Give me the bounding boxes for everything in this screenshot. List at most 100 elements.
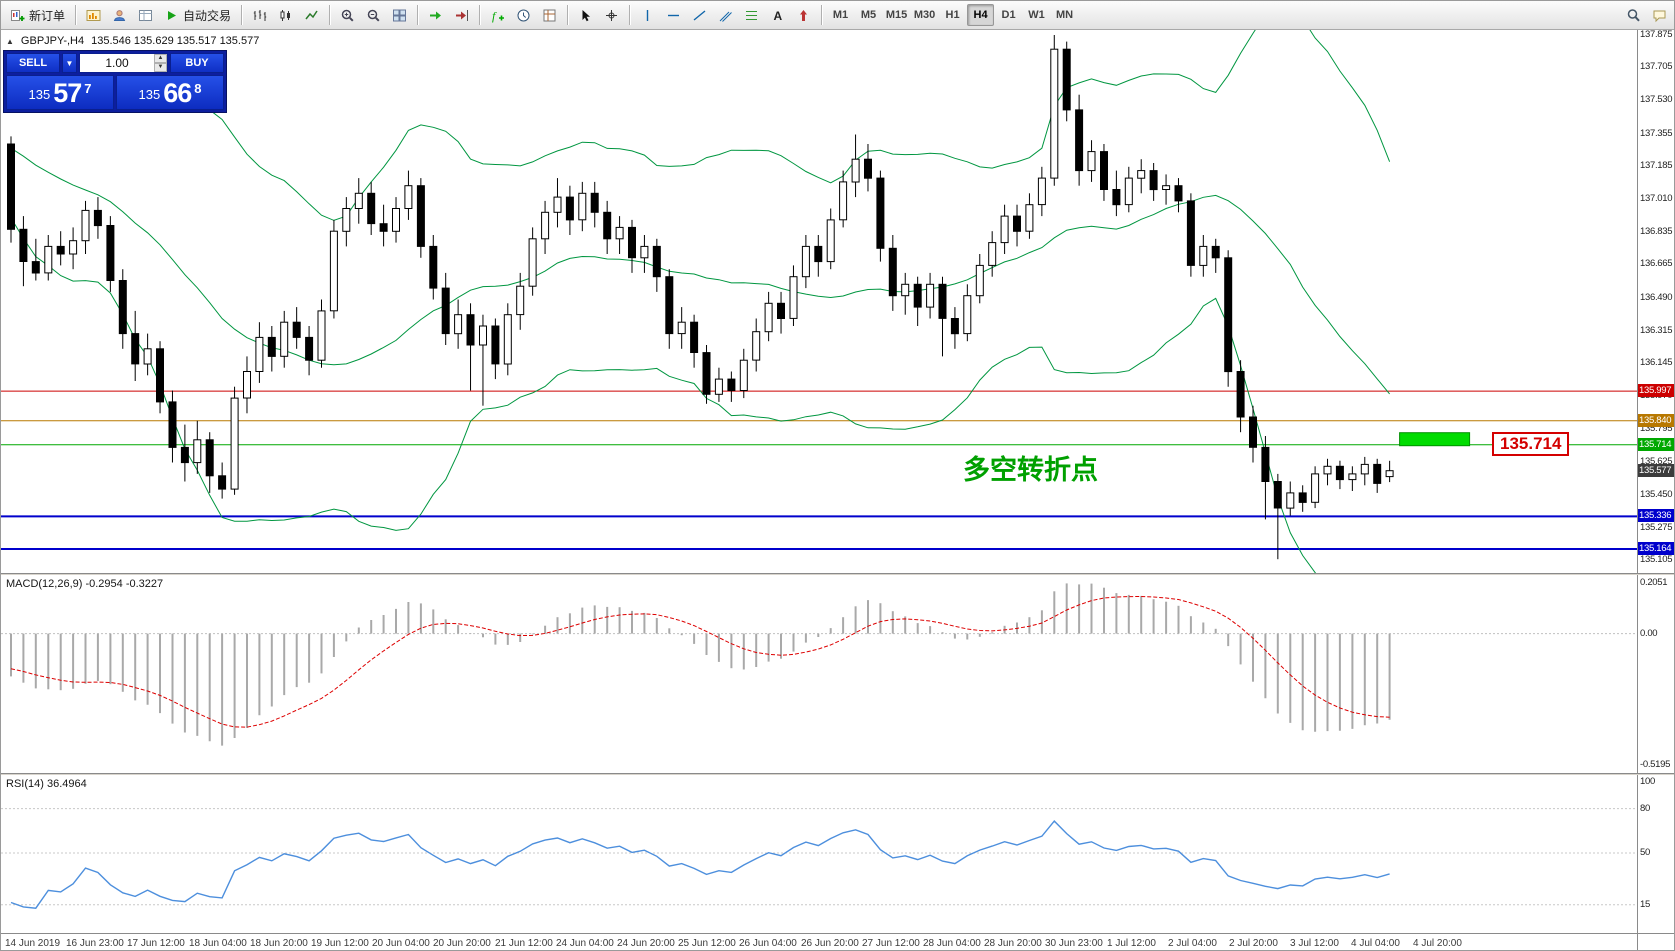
timeframe-h4-button[interactable]: H4: [967, 4, 995, 26]
period-icon: [517, 9, 530, 21]
buy-button[interactable]: BUY: [170, 53, 224, 73]
sell-button[interactable]: SELL: [6, 53, 60, 73]
axis-corner: [1637, 933, 1674, 950]
rsi-tick-label: 15: [1640, 899, 1650, 910]
channel-button[interactable]: [713, 3, 738, 27]
arrows-icon: [800, 9, 808, 21]
price-axis[interactable]: 137.875 137.705 137.530 137.355 137.185 137.0…: [1637, 29, 1674, 573]
new-order-button[interactable]: 新订单: [5, 3, 70, 27]
macd-panel[interactable]: MACD(12,26,9) -0.2954 -0.3227: [1, 575, 1637, 773]
fibonacci-button[interactable]: [739, 3, 764, 27]
time-tick-label: 4 Jul 04:00: [1351, 938, 1400, 949]
text-button[interactable]: A: [765, 3, 790, 27]
time-tick-label: 4 Jul 20:00: [1413, 938, 1462, 949]
timeframe-m5-button[interactable]: M5: [855, 4, 882, 26]
timeframe-m1-button[interactable]: M1: [827, 4, 854, 26]
timeframe-d1-button[interactable]: D1: [995, 4, 1022, 26]
timeframe-h1-button[interactable]: H1: [939, 4, 966, 26]
one-click-trading-panel: SELL ▼ ▲ ▼ BUY 135 57 7 135: [3, 50, 227, 113]
chart-shift-button[interactable]: [449, 3, 474, 27]
profile-icon: [113, 9, 126, 21]
periods-button[interactable]: [511, 3, 536, 27]
candlestick-chart-button[interactable]: [273, 3, 298, 27]
vertical-line-button[interactable]: [635, 3, 660, 27]
price-tick-label: 137.530: [1640, 94, 1673, 105]
timeframe-w1-button[interactable]: W1: [1023, 4, 1050, 26]
bar-chart-button[interactable]: [247, 3, 272, 27]
price-level-badge[interactable]: 135.577: [1638, 464, 1674, 477]
cursor-button[interactable]: [573, 3, 598, 27]
price-level-badge[interactable]: 135.714: [1638, 438, 1674, 451]
indicators-button[interactable]: f: [485, 3, 510, 27]
candle-chart-icon: [280, 9, 291, 21]
macd-chart: [1, 583, 1637, 746]
sell-price-button[interactable]: 135 57 7: [6, 75, 114, 110]
zoom-in-icon: [341, 9, 354, 22]
time-tick-label: 21 Jun 12:00: [495, 938, 553, 949]
price-tick-label: 135.450: [1640, 489, 1673, 500]
charts-bar-button[interactable]: [81, 3, 106, 27]
volume-up-button[interactable]: ▲: [154, 54, 167, 63]
timeframe-mn-button[interactable]: MN: [1051, 4, 1078, 26]
toolbar-button-label: 自动交易: [183, 8, 232, 23]
volume-input[interactable]: [80, 54, 154, 72]
time-tick-label: 24 Jun 20:00: [617, 938, 675, 949]
panel-divider[interactable]: [1, 573, 1674, 575]
template-icon: [543, 9, 556, 21]
profiles-button[interactable]: [107, 3, 132, 27]
search-button[interactable]: [1621, 3, 1646, 27]
indicators-icon: f: [492, 9, 505, 23]
macd-axis[interactable]: 0.2051 0.00 -0.5195: [1637, 575, 1674, 773]
time-tick-label: 28 Jun 04:00: [923, 938, 981, 949]
svg-text:f: f: [492, 9, 497, 23]
data-window-button[interactable]: [133, 3, 158, 27]
time-tick-label: 3 Jul 12:00: [1290, 938, 1339, 949]
price-level-badge[interactable]: 135.840: [1638, 414, 1674, 427]
chart-menu-icon[interactable]: ▲: [6, 36, 14, 46]
hline-icon: [668, 14, 680, 16]
symbol-name: GBPJPY-,H4: [20, 35, 85, 47]
time-tick-label: 27 Jun 12:00: [862, 938, 920, 949]
toolbar-separator: [567, 5, 569, 25]
panel-divider[interactable]: [1, 773, 1674, 775]
price-level-badge[interactable]: 135.164: [1638, 542, 1674, 555]
zoom-in-button[interactable]: [335, 3, 360, 27]
line-chart-button[interactable]: [299, 3, 324, 27]
rsi-chart: [1, 808, 1637, 909]
price-tick-label: 136.490: [1640, 292, 1673, 303]
rsi-axis[interactable]: 100 80 50 15: [1637, 775, 1674, 933]
price-tick-label: 137.185: [1640, 160, 1673, 171]
trendline-button[interactable]: [687, 3, 712, 27]
templates-button[interactable]: [537, 3, 562, 27]
vline-icon: [646, 9, 649, 21]
sell-price-prefix: 135: [28, 87, 51, 102]
timeframe-m15-button[interactable]: M15: [883, 4, 910, 26]
time-tick-label: 16 Jun 23:00: [66, 938, 124, 949]
time-axis[interactable]: 14 Jun 2019 16 Jun 23:00 17 Jun 12:00 18 Ju…: [1, 933, 1637, 950]
macd-tick-label: 0.00: [1640, 628, 1658, 639]
chat-button[interactable]: [1647, 3, 1672, 27]
candlestick-chart[interactable]: [1, 30, 1637, 573]
bars-chart-icon: [253, 9, 267, 21]
tile-windows-button[interactable]: [387, 3, 412, 27]
toolbar-separator: [417, 5, 419, 25]
horizontal-line-button[interactable]: [661, 3, 686, 27]
time-tick-label: 18 Jun 04:00: [189, 938, 247, 949]
price-chart-panel[interactable]: ▲ GBPJPY-,H4 135.546 135.629 135.517 135…: [1, 30, 1637, 573]
price-level-badge[interactable]: 135.336: [1638, 509, 1674, 522]
timeframe-m30-button[interactable]: M30: [911, 4, 938, 26]
chat-icon: [1653, 10, 1666, 22]
volume-dropdown-button[interactable]: ▼: [62, 53, 77, 73]
zoom-out-button[interactable]: [361, 3, 386, 27]
price-tick-label: 136.665: [1640, 258, 1673, 269]
price-callout-label[interactable]: 135.714: [1492, 432, 1570, 456]
arrows-button[interactable]: [791, 3, 816, 27]
toolbar-button-label: 新订单: [29, 8, 66, 23]
autotrading-button[interactable]: 自动交易: [159, 3, 236, 27]
buy-price-button[interactable]: 135 66 8: [116, 75, 224, 110]
auto-scroll-button[interactable]: [423, 3, 448, 27]
crosshair-button[interactable]: [599, 3, 624, 27]
price-level-badge[interactable]: 135.997: [1638, 384, 1674, 397]
volume-down-button[interactable]: ▼: [154, 63, 167, 72]
rsi-panel[interactable]: RSI(14) 36.4964: [1, 775, 1637, 933]
